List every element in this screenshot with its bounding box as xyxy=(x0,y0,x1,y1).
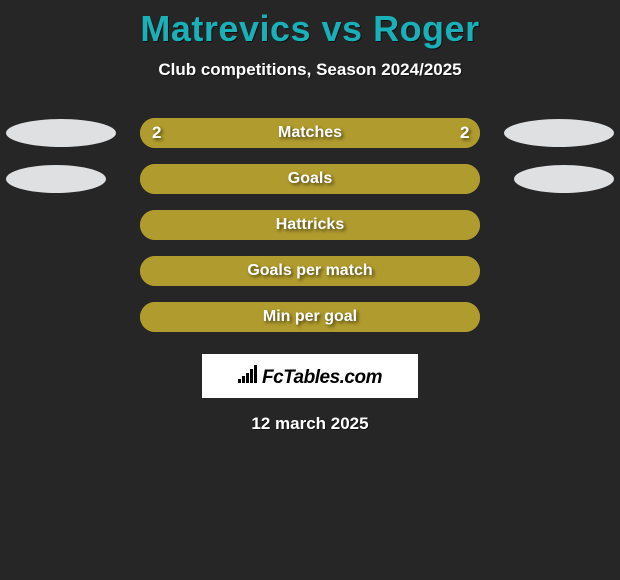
logo-bar-segment xyxy=(250,369,253,383)
logo-bar-segment xyxy=(238,379,241,383)
stat-row: Matches22 xyxy=(0,110,620,156)
team-marker-right xyxy=(504,119,614,147)
logo-bar-segment xyxy=(246,373,249,383)
page-subtitle: Club competitions, Season 2024/2025 xyxy=(0,60,620,80)
stat-bar: Min per goal xyxy=(140,302,480,332)
stat-bar: Matches22 xyxy=(140,118,480,148)
stat-bar-left-fill xyxy=(140,210,310,240)
logo-bars-icon xyxy=(238,363,258,383)
stat-row: Goals xyxy=(0,156,620,202)
stat-bar-left-fill xyxy=(140,256,310,286)
stat-bar-right-fill xyxy=(310,210,480,240)
stat-bar-right-fill xyxy=(310,302,480,332)
date-label: 12 march 2025 xyxy=(0,414,620,434)
team-marker-left xyxy=(6,165,106,193)
logo: FcTables.com xyxy=(238,363,382,389)
comparison-rows: Matches22 Goals Hattricks Goals per match Mi… xyxy=(0,110,620,340)
stat-row: Goals per match xyxy=(0,248,620,294)
stat-bar: Hattricks xyxy=(140,210,480,240)
stat-bar-left-fill xyxy=(140,118,310,148)
logo-text: FcTables.com xyxy=(262,367,382,389)
logo-bar-segment xyxy=(254,365,257,383)
header: Matrevics vs Roger xyxy=(0,0,620,50)
stat-bar-right-fill xyxy=(310,118,480,148)
stat-row: Hattricks xyxy=(0,202,620,248)
logo-bar-segment xyxy=(242,376,245,383)
stat-bar-left-fill xyxy=(140,302,310,332)
team-marker-right xyxy=(514,165,614,193)
team-marker-left xyxy=(6,119,116,147)
stat-bar-right-fill xyxy=(310,164,480,194)
stat-bar-right-fill xyxy=(310,256,480,286)
stat-bar: Goals xyxy=(140,164,480,194)
stat-bar-left-fill xyxy=(140,164,310,194)
page-title: Matrevics vs Roger xyxy=(0,8,620,50)
stat-bar: Goals per match xyxy=(140,256,480,286)
stat-row: Min per goal xyxy=(0,294,620,340)
logo-box[interactable]: FcTables.com xyxy=(202,354,418,398)
